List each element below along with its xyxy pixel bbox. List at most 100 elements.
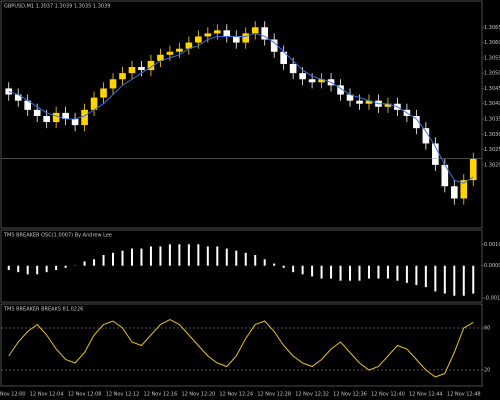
x-tick-label: 12 Nov 12:28 bbox=[257, 392, 291, 398]
bar bbox=[311, 265, 314, 277]
candle-body bbox=[185, 42, 193, 49]
bar bbox=[434, 265, 437, 292]
candle-body bbox=[62, 112, 69, 119]
oscillator-line bbox=[8, 319, 474, 378]
candle-body bbox=[52, 112, 60, 123]
y-tick-label: 80 bbox=[484, 326, 490, 332]
bar bbox=[130, 248, 133, 266]
bar bbox=[112, 252, 115, 266]
bar bbox=[55, 265, 58, 270]
pane-frame bbox=[0, 303, 483, 387]
pane-frame bbox=[0, 229, 483, 303]
bar bbox=[320, 265, 323, 279]
candle-body bbox=[356, 100, 363, 104]
y-tick-label: 20 bbox=[484, 368, 490, 374]
bar bbox=[330, 265, 333, 279]
candle-body bbox=[14, 94, 22, 101]
y-tick-label: 1.3030 bbox=[484, 132, 500, 138]
bar bbox=[254, 255, 257, 266]
pane-title: TMS BREAKER BREAKS 81.0226 bbox=[3, 307, 83, 313]
x-tick-label: 12 Nov 12:12 bbox=[106, 392, 140, 398]
x-tick-label: 12 Nov 12:20 bbox=[181, 392, 215, 398]
bar bbox=[206, 246, 209, 266]
bar bbox=[377, 265, 380, 279]
y-tick-label: 1.3060 bbox=[484, 40, 500, 46]
candle-body bbox=[195, 36, 202, 43]
x-tick-label: 12 Nov 12:40 bbox=[371, 392, 405, 398]
bar bbox=[93, 259, 96, 266]
bar bbox=[367, 265, 370, 279]
candle-body bbox=[128, 67, 136, 74]
candle-body bbox=[213, 30, 221, 34]
x-tick-label: 12 Nov 12:44 bbox=[409, 392, 443, 398]
candle-body bbox=[100, 88, 107, 98]
bar bbox=[386, 265, 389, 279]
candle-body bbox=[157, 54, 164, 61]
bar bbox=[17, 265, 20, 273]
y-tick-label: -0.0015 bbox=[484, 295, 500, 301]
candle-body bbox=[90, 97, 98, 110]
bar bbox=[36, 265, 39, 275]
candle-body bbox=[204, 33, 212, 37]
candle-body bbox=[242, 33, 250, 43]
bar bbox=[292, 265, 295, 273]
candle-body bbox=[469, 158, 477, 181]
y-tick-label: 1.3050 bbox=[484, 71, 500, 77]
candle-body bbox=[232, 36, 240, 43]
candle-body bbox=[71, 119, 79, 126]
candle-body bbox=[251, 27, 259, 34]
bar bbox=[178, 244, 181, 266]
candle-body bbox=[308, 79, 316, 83]
candle-body bbox=[223, 30, 231, 37]
bar bbox=[187, 244, 190, 266]
bar bbox=[45, 265, 48, 273]
bar bbox=[349, 265, 352, 281]
chart-title: GBPUSD,M1 1.3037 1.3039 1.3035 1.3039 bbox=[4, 4, 110, 10]
y-tick-label: 0.0000 bbox=[484, 263, 500, 269]
candle-body bbox=[450, 186, 458, 199]
bar bbox=[244, 252, 247, 266]
bar bbox=[26, 265, 29, 275]
ma-line bbox=[8, 32, 474, 184]
bar bbox=[453, 265, 456, 296]
candle-body bbox=[280, 51, 287, 64]
x-tick-label: 12 Nov 12:32 bbox=[295, 392, 329, 398]
candle-body bbox=[138, 67, 145, 71]
bar bbox=[102, 255, 105, 266]
bar bbox=[235, 250, 238, 266]
candle-body bbox=[81, 109, 88, 126]
candle-body bbox=[299, 73, 306, 80]
bar bbox=[472, 265, 475, 294]
bar bbox=[149, 246, 152, 266]
candle-body bbox=[119, 73, 126, 80]
candle-body bbox=[43, 115, 50, 123]
candle-body bbox=[176, 48, 183, 52]
candle-body bbox=[109, 79, 117, 89]
pane-frame bbox=[0, 0, 483, 229]
bar bbox=[225, 248, 228, 266]
y-tick-label: 1.3020 bbox=[484, 162, 500, 168]
bar bbox=[273, 263, 276, 266]
bar bbox=[282, 265, 285, 268]
candle-body bbox=[365, 100, 373, 104]
bar bbox=[64, 265, 67, 268]
bar bbox=[7, 265, 10, 270]
x-tick-label: 12 Nov 12:36 bbox=[333, 392, 367, 398]
y-tick-label: 1.3040 bbox=[484, 101, 500, 107]
bar bbox=[424, 265, 427, 288]
candle-body bbox=[337, 85, 344, 95]
candle-body bbox=[422, 128, 430, 144]
bar bbox=[197, 244, 200, 266]
candle-body bbox=[441, 164, 449, 187]
candle-body bbox=[318, 79, 325, 83]
bar bbox=[168, 244, 171, 266]
candle-body bbox=[346, 94, 354, 101]
candle-body bbox=[24, 100, 32, 110]
candle-body bbox=[166, 51, 174, 55]
bar bbox=[462, 265, 465, 296]
bar bbox=[415, 265, 418, 285]
candle-body bbox=[261, 27, 269, 40]
